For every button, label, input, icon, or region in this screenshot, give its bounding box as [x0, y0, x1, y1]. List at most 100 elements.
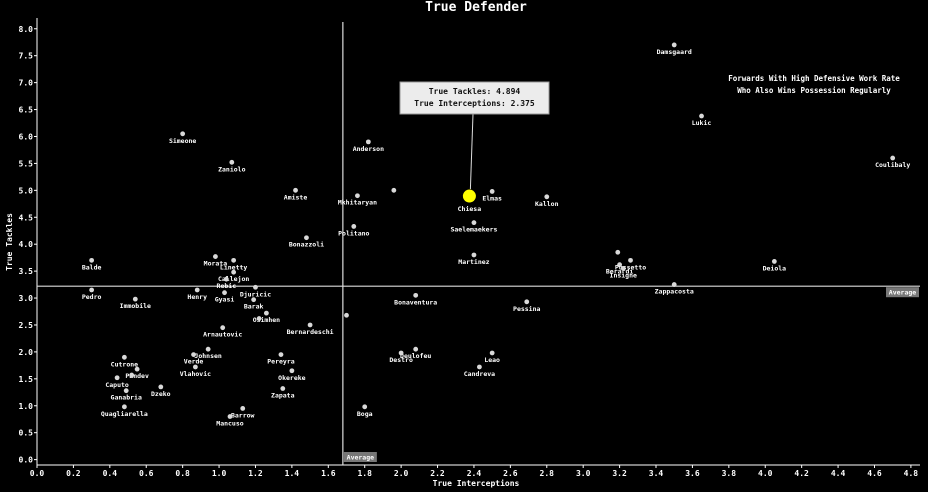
y-tick-label: 5.5 [19, 159, 34, 168]
x-tick-label: 0.4 [103, 469, 118, 478]
point-label: Johnsen [194, 352, 221, 360]
data-point[interactable] [192, 364, 198, 370]
x-tick-label: 4.6 [867, 469, 882, 478]
x-tick-label: 2.4 [467, 469, 482, 478]
data-point[interactable] [351, 224, 357, 229]
point-label: Insigne [610, 271, 637, 279]
data-point[interactable] [191, 352, 196, 357]
data-point[interactable] [240, 406, 246, 411]
point-label: Balde [82, 263, 102, 271]
data-point[interactable] [213, 254, 218, 259]
x-tick-label: 4.4 [831, 469, 846, 478]
data-point[interactable] [220, 325, 226, 331]
data-point[interactable] [671, 282, 677, 287]
data-point[interactable] [344, 312, 349, 318]
point-label: Elmas [482, 194, 502, 202]
data-point[interactable] [251, 297, 257, 303]
data-point[interactable] [699, 113, 704, 119]
data-point[interactable] [293, 187, 298, 193]
data-point[interactable] [544, 194, 550, 200]
point-label: Boga [357, 410, 373, 418]
point-label: Henry [187, 293, 207, 301]
x-tick-label: 1.8 [357, 469, 372, 478]
data-point[interactable] [524, 299, 530, 305]
data-point[interactable] [365, 139, 371, 145]
y-tick-label: 2.5 [19, 321, 34, 330]
data-point[interactable] [398, 350, 404, 356]
data-point[interactable] [620, 266, 626, 271]
data-point[interactable] [253, 284, 258, 290]
point-label: Pessina [513, 305, 540, 313]
data-point[interactable] [628, 257, 633, 263]
data-point[interactable] [280, 386, 286, 391]
x-tick-label: 2.6 [503, 469, 518, 478]
point-label: Pereyra [267, 358, 294, 366]
point-label: Caputo [105, 381, 129, 389]
data-point[interactable] [307, 322, 313, 328]
data-point[interactable] [134, 366, 140, 372]
x-tick-label: 3.4 [649, 469, 664, 478]
x-tick-label: 3.2 [612, 469, 627, 478]
point-label: Lukic [692, 119, 712, 127]
data-point[interactable] [158, 384, 164, 390]
data-point[interactable] [256, 316, 262, 321]
data-point[interactable] [263, 310, 269, 316]
x-tick-label: 3.8 [722, 469, 737, 478]
x-axis-label: True Interceptions [433, 478, 520, 488]
data-point[interactable] [129, 372, 135, 378]
y-tick-label: 4.5 [19, 213, 34, 222]
data-point[interactable] [121, 404, 127, 410]
point-label: Mkhitaryan [338, 199, 377, 207]
data-point[interactable] [222, 290, 227, 296]
data-point[interactable] [123, 388, 129, 394]
point-label: Destro [389, 356, 413, 364]
data-point[interactable] [890, 155, 896, 161]
data-point[interactable] [671, 42, 677, 48]
data-point[interactable] [617, 262, 622, 268]
data-point[interactable] [278, 352, 284, 357]
x-tick-label: 3.0 [576, 469, 591, 478]
data-point[interactable] [89, 257, 95, 263]
data-point[interactable] [471, 220, 477, 226]
data-point[interactable] [180, 131, 186, 137]
data-point[interactable] [89, 287, 95, 293]
data-point[interactable] [231, 257, 237, 263]
data-point[interactable] [355, 193, 360, 199]
data-point[interactable] [489, 350, 495, 356]
tooltip-box [399, 81, 550, 115]
data-point[interactable] [229, 159, 235, 165]
data-point[interactable] [223, 276, 229, 282]
point-label: Linetty [220, 263, 247, 271]
data-point[interactable] [477, 364, 482, 370]
y-tick-label: 7.5 [19, 52, 34, 61]
data-point[interactable] [194, 287, 200, 293]
point-label: Politano [338, 229, 369, 237]
data-point[interactable] [391, 187, 397, 193]
average-y-label: Average [889, 289, 916, 297]
data-point[interactable] [227, 414, 233, 419]
data-point[interactable] [132, 296, 138, 302]
data-point[interactable] [489, 189, 495, 194]
data-point[interactable] [205, 346, 211, 352]
point-label: Leao [484, 356, 500, 364]
data-point[interactable] [771, 259, 777, 264]
data-point[interactable] [289, 368, 295, 374]
point-label: Vlahovic [180, 370, 211, 378]
data-point[interactable] [413, 346, 419, 352]
point-label: Candreva [464, 370, 495, 378]
data-point[interactable] [121, 354, 127, 360]
y-tick-label: 6.5 [19, 106, 34, 115]
data-point[interactable] [413, 292, 419, 298]
point-label: Quagliarella [101, 410, 148, 418]
data-point[interactable] [114, 375, 120, 381]
data-point[interactable] [615, 249, 621, 255]
x-tick-label: 3.6 [685, 469, 700, 478]
data-point[interactable] [471, 252, 477, 258]
highlight-point[interactable] [462, 189, 476, 203]
data-point[interactable] [231, 269, 237, 275]
y-tick-label: 0.0 [19, 456, 34, 465]
point-label: Simeone [169, 137, 196, 145]
data-point[interactable] [362, 404, 368, 410]
data-point[interactable] [304, 235, 309, 241]
